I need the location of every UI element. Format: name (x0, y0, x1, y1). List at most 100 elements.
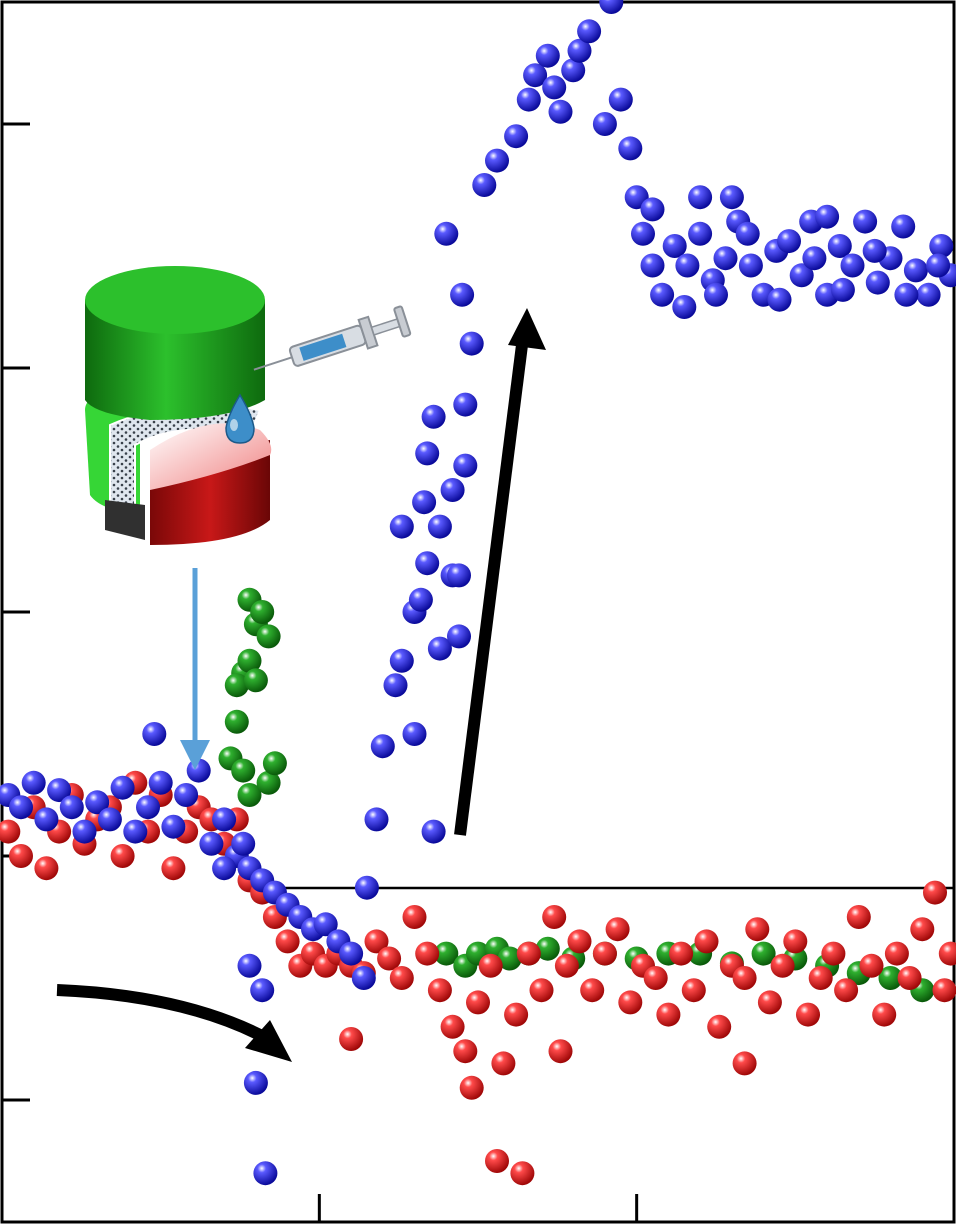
blue-data-point (891, 214, 916, 239)
green-data-point (250, 600, 275, 624)
red-data-point (938, 941, 956, 966)
blue-data-point (142, 722, 167, 746)
red-data-point (732, 966, 757, 990)
blue-data-point (767, 287, 792, 312)
red-data-point (656, 1002, 681, 1027)
blue-data-point (415, 551, 440, 576)
red-data-point (796, 1002, 820, 1027)
red-data-point (618, 990, 643, 1015)
blue-data-point (389, 514, 414, 539)
red-data-point (669, 941, 694, 966)
blue-data-point (339, 941, 364, 966)
blue-data-point (567, 38, 592, 63)
red-data-point (459, 1075, 484, 1100)
blue-data-point (548, 99, 573, 124)
blue-data-point (148, 770, 173, 795)
red-data-point (580, 978, 605, 1003)
red-data-point (897, 966, 922, 990)
blue-data-point (136, 795, 160, 820)
blue-data-point (383, 673, 408, 698)
blue-data-point (186, 758, 211, 783)
blue-data-point (640, 253, 665, 278)
blue-data-point (447, 624, 471, 649)
red-data-point (859, 953, 884, 978)
red-data-point (427, 978, 452, 1003)
blue-data-point (415, 441, 440, 466)
blue-data-point (21, 770, 46, 795)
blue-data-point (199, 831, 224, 856)
blue-data-point (840, 253, 865, 278)
green-data-point (237, 648, 262, 673)
blue-data-point (542, 75, 567, 100)
red-data-point (694, 929, 719, 954)
red-data-point (485, 1149, 509, 1173)
blue-data-point (516, 87, 541, 112)
blue-data-point (253, 1161, 278, 1186)
blue-data-point (675, 253, 700, 278)
blue-data-point (929, 234, 954, 258)
red-data-point (0, 819, 21, 844)
blue-data-point (815, 204, 840, 229)
blue-data-point (402, 722, 427, 746)
blue-data-point (450, 282, 475, 307)
blue-data-point (85, 790, 110, 815)
blue-data-point (523, 63, 548, 88)
blue-data-point (894, 282, 919, 307)
black-up-arrow (454, 308, 546, 836)
blue-data-point (421, 404, 446, 429)
blue-data-point (370, 734, 395, 759)
blue-data-point (916, 282, 941, 307)
red-data-point (910, 917, 935, 942)
red-data-point (9, 844, 33, 868)
blue-data-point (485, 148, 509, 173)
green-data-point (237, 783, 262, 807)
blue-data-point (802, 246, 827, 271)
red-data-point (504, 1002, 529, 1027)
series-red (0, 770, 956, 1186)
red-data-point (542, 905, 567, 929)
blue-data-point (618, 136, 643, 161)
green-data-point (256, 624, 281, 649)
blue-data-point (364, 807, 389, 832)
blue-data-point (650, 282, 675, 307)
blue-data-point (830, 277, 855, 302)
blue-data-point (250, 978, 275, 1003)
blue-data-point (389, 648, 414, 673)
red-data-point (516, 941, 541, 966)
red-data-point (872, 1002, 897, 1027)
red-data-point (34, 856, 59, 881)
blue-data-point (447, 563, 471, 588)
red-data-point (605, 917, 630, 942)
green-data-point (262, 751, 287, 776)
green-data-point (497, 946, 522, 971)
syringe-icon (253, 305, 412, 371)
red-data-point (643, 966, 668, 990)
blue-data-point (865, 270, 890, 295)
red-data-point (932, 978, 956, 1003)
red-data-point (478, 953, 503, 978)
red-data-point (402, 905, 427, 929)
red-data-point (681, 978, 706, 1003)
red-data-point (821, 941, 846, 966)
blue-data-point (72, 819, 97, 844)
red-data-point (529, 978, 554, 1003)
red-data-point (770, 953, 795, 978)
red-data-point (846, 905, 871, 929)
blue-data-point (453, 392, 478, 417)
red-data-point (389, 966, 414, 990)
blue-data-point (577, 19, 602, 44)
blue-data-point (243, 1070, 268, 1095)
green-data-point (256, 770, 281, 795)
blue-data-point (738, 253, 763, 278)
blue-data-point (631, 221, 655, 246)
blue-data-point (174, 783, 199, 807)
blue-data-point (688, 221, 713, 246)
water-droplet-icon (225, 393, 255, 444)
red-data-point (808, 966, 833, 990)
red-data-point (834, 978, 859, 1003)
blue-data-point (212, 856, 237, 881)
blue-data-point (313, 912, 338, 937)
blue-data-point (427, 636, 452, 661)
red-data-point (732, 1051, 757, 1076)
green-data-point (224, 673, 249, 698)
